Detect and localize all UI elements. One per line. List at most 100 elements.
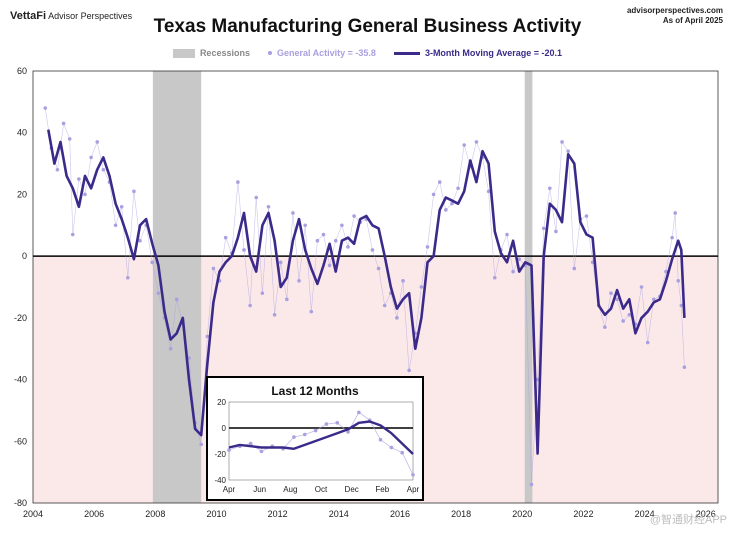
inset-x-tick-label: Feb [375, 485, 389, 494]
general-activity-point [150, 260, 155, 265]
y-tick-label: 0 [22, 251, 27, 261]
source-url: advisorperspectives.com [626, 6, 723, 15]
inset-general-point [302, 432, 307, 437]
general-activity-point [315, 238, 320, 243]
general-activity-point [645, 340, 650, 345]
x-tick-label: 2006 [84, 509, 104, 519]
general-activity-point [321, 232, 326, 237]
inset-x-tick-label: Oct [315, 485, 328, 494]
inset-general-point [400, 450, 404, 455]
x-tick-label: 2016 [390, 509, 410, 519]
x-tick-label: 2014 [329, 509, 349, 519]
general-activity-point [651, 297, 656, 302]
general-activity-point [242, 248, 246, 252]
x-tick-label: 2026 [696, 509, 716, 519]
inset-general-point [346, 430, 350, 434]
general-activity-point [101, 167, 106, 172]
brand-subtitle: Advisor Perspectives [48, 11, 133, 21]
general-activity-point [138, 238, 142, 243]
general-activity-point [309, 309, 314, 314]
brand-name: VettaFi [10, 10, 47, 22]
y-tick-label: 60 [17, 66, 27, 76]
general-activity-point [77, 177, 81, 181]
general-activity-point [444, 208, 448, 212]
as-of-date: As of April 2025 [662, 16, 723, 25]
general-activity-point [676, 279, 681, 283]
inset-moving-average-line [228, 420, 414, 455]
legend-ma-label: 3-Month Moving Average = -20.1 [424, 48, 563, 58]
general-activity-point [236, 180, 240, 184]
general-activity-point [168, 346, 173, 351]
general-activity-point [340, 223, 344, 228]
line-swatch-icon [393, 51, 420, 55]
general-activity-point [125, 275, 130, 280]
general-activity-point [327, 263, 332, 268]
general-activity-point [113, 223, 118, 228]
general-activity-point [370, 248, 375, 252]
inset-y-tick-label: 20 [217, 398, 226, 407]
inset-general-point [389, 445, 394, 450]
general-activity-point [205, 334, 210, 339]
legend-recessions: Recessions [172, 48, 250, 58]
general-activity-point [560, 140, 564, 144]
general-activity-point [156, 291, 161, 295]
general-activity-point [511, 269, 515, 274]
inset-general-point [357, 410, 361, 415]
x-tick-label: 2020 [512, 509, 532, 519]
general-activity-point [679, 303, 684, 308]
general-activity-point [431, 192, 436, 197]
legend-general-activity: General Activity = -35.8 [267, 48, 376, 58]
inset-general-line [228, 411, 414, 475]
general-activity-point [437, 180, 442, 184]
general-activity-point [395, 316, 399, 320]
general-activity-point [419, 285, 424, 289]
general-activity-point [450, 201, 454, 206]
general-activity-point [132, 189, 136, 194]
inset-general-point [335, 421, 340, 425]
inset-general-point [378, 437, 383, 442]
general-activity-point [474, 140, 479, 144]
general-activity-point [254, 195, 259, 200]
general-activity-point [376, 266, 381, 271]
general-activity-point [670, 235, 674, 240]
legend-moving-average: 3-Month Moving Average = -20.1 [393, 48, 563, 58]
inset-x-tick-label: Dec [345, 485, 359, 494]
recession-band [524, 71, 533, 503]
general-activity-point [61, 121, 66, 126]
watermark: @智通财经APP [649, 514, 727, 526]
inset-general-point [313, 428, 318, 433]
y-tick-label: 20 [17, 189, 27, 199]
general-activity-point [278, 260, 283, 265]
general-activity-point [119, 204, 124, 209]
general-activity-point [529, 482, 534, 487]
general-activity-point [272, 312, 277, 317]
general-activity-point [541, 226, 546, 231]
general-activity-point [425, 245, 430, 249]
general-activity-point [89, 155, 93, 160]
inset-y-tick-label: -20 [214, 450, 226, 459]
y-tick-label: -80 [14, 498, 27, 508]
inset-general-point [324, 422, 329, 426]
general-activity-point [621, 319, 626, 323]
brand-logo: VettaFi Advisor Perspectives [10, 10, 132, 22]
general-activity-point [492, 275, 497, 280]
source-info: advisorperspectives.com As of April 2025 [627, 6, 723, 26]
general-activity-point [673, 211, 677, 215]
inset-y-tick-label: 0 [222, 424, 227, 433]
moving-average-line [47, 129, 686, 455]
inset-frame [228, 401, 414, 481]
general-activity-point [639, 285, 644, 289]
general-activity-point [291, 211, 295, 215]
general-activity-point [517, 257, 522, 262]
x-tick-label: 2024 [635, 509, 655, 519]
general-activity-point [95, 140, 100, 144]
general-activity-point [401, 279, 405, 283]
general-activity-point [603, 325, 607, 329]
inset-box [206, 376, 424, 501]
x-tick-label: 2022 [573, 509, 593, 519]
general-activity-point [285, 297, 289, 302]
general-activity-point [174, 297, 179, 302]
legend: Recessions General Activity = -35.8 3-Mo… [0, 48, 735, 58]
general-activity-point [352, 214, 356, 218]
